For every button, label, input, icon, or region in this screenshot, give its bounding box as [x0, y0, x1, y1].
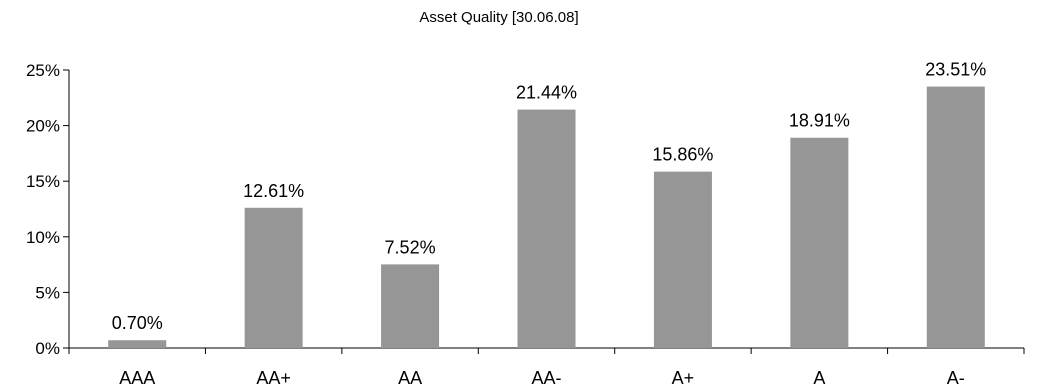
- x-category-label: AA-: [531, 368, 561, 387]
- bar-aa-minus: [517, 109, 576, 349]
- bar-a: [790, 137, 849, 348]
- data-label: 12.61%: [243, 181, 304, 201]
- y-tick-label: 15%: [26, 172, 60, 191]
- bar-a-plus: [653, 171, 712, 348]
- bar-aaa: [108, 340, 167, 348]
- y-ticks: 0% 5% 10% 15% 20% 25%: [26, 61, 69, 358]
- y-tick-label: 0%: [35, 339, 60, 358]
- x-category-label: A+: [672, 368, 695, 387]
- x-category-label: A-: [947, 368, 965, 387]
- y-tick-label: 25%: [26, 61, 60, 80]
- y-tick-label: 5%: [35, 283, 60, 302]
- x-category-label: A: [813, 368, 825, 387]
- bar-aa-plus: [244, 207, 303, 348]
- x-category-label: AAA: [119, 368, 155, 387]
- x-category-label: AA+: [256, 368, 291, 387]
- chart-title: Asset Quality [30.06.08]: [419, 9, 578, 26]
- x-ticks: [68, 348, 1025, 354]
- x-category-label: AA: [398, 368, 422, 387]
- bar-aa: [381, 264, 440, 348]
- y-tick-label: 10%: [26, 228, 60, 247]
- data-label: 7.52%: [385, 237, 436, 257]
- bar-a-minus: [926, 86, 985, 349]
- category-labels: AAA AA+ AA AA- A+ A A-: [119, 368, 965, 387]
- bars: [108, 86, 985, 349]
- data-label: 18.91%: [789, 111, 850, 131]
- data-label: 23.51%: [925, 60, 986, 80]
- data-label: 15.86%: [652, 145, 713, 165]
- data-label: 21.44%: [516, 83, 577, 103]
- data-label: 0.70%: [112, 313, 163, 333]
- y-tick-label: 20%: [26, 117, 60, 136]
- data-labels: 0.70% 12.61% 7.52% 21.44% 15.86% 18.91% 23.51%: [112, 60, 987, 334]
